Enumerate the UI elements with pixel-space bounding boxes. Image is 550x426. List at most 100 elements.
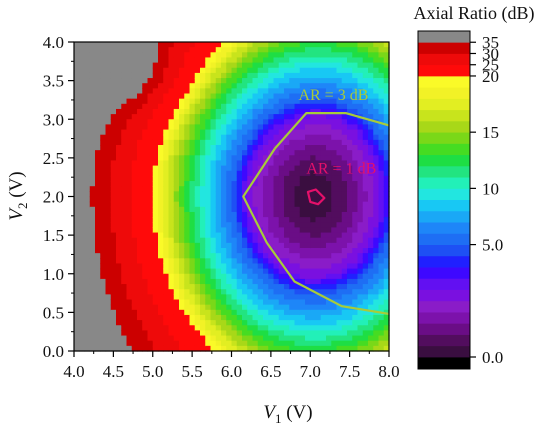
contour-cell (320, 222, 327, 228)
contour-cell (310, 278, 317, 285)
contour-cell (284, 83, 290, 89)
contour-cell (252, 253, 259, 259)
contour-cell (273, 263, 280, 270)
contour-cell (179, 103, 185, 110)
contour-cell (284, 248, 290, 254)
contour-cell (116, 186, 122, 192)
contour-cell (378, 258, 385, 265)
contour-cell (352, 150, 359, 156)
contour-cell (263, 206, 269, 213)
contour-cell (357, 273, 364, 280)
contour-cell (347, 294, 353, 301)
contour-cell (320, 52, 327, 59)
contour-cell (263, 196, 269, 203)
contour-cell (158, 232, 164, 239)
contour-cell (200, 72, 206, 79)
contour-cell (257, 155, 264, 162)
contour-cell (347, 42, 353, 48)
contour-cell (110, 253, 117, 259)
contour-cell (89, 268, 96, 275)
contour-cell (226, 227, 233, 234)
contour-cell (95, 67, 101, 74)
contour-cell (184, 134, 191, 141)
contour-cell (95, 119, 101, 125)
contour-cell (268, 98, 275, 105)
y-tick-label: 1.0 (43, 265, 64, 284)
contour-cell (158, 108, 164, 115)
contour-cell (74, 325, 80, 331)
contour-cell (357, 304, 364, 311)
contour-cell (347, 289, 353, 295)
contour-cell (116, 72, 122, 79)
contour-cell (315, 129, 322, 136)
contour-cell (95, 263, 101, 270)
contour-cell (221, 227, 227, 234)
contour-cell (315, 237, 322, 244)
contour-cell (221, 211, 227, 218)
contour-cell (210, 155, 217, 162)
contour-cell (368, 139, 374, 146)
contour-cell (84, 294, 91, 301)
contour-cell (305, 124, 311, 131)
contour-cell (305, 268, 311, 275)
contour-cell (131, 124, 138, 131)
contour-cell (362, 62, 369, 69)
contour-cell (242, 42, 248, 48)
contour-cell (226, 217, 233, 223)
contour-cell (378, 304, 385, 311)
contour-cell (226, 289, 233, 295)
contour-cell (147, 186, 154, 192)
contour-cell (79, 57, 86, 64)
contour-cell (74, 284, 80, 290)
contour-cell (168, 57, 175, 64)
contour-cell (152, 222, 159, 228)
contour-cell (131, 129, 138, 136)
contour-cell (105, 325, 112, 331)
contour-cell (189, 129, 196, 136)
contour-cell (305, 242, 311, 249)
contour-cell (315, 284, 322, 290)
contour-cell (221, 62, 227, 69)
contour-cell (289, 150, 296, 156)
contour-cell (368, 72, 374, 79)
contour-cell (368, 47, 374, 53)
contour-cell (352, 98, 359, 105)
contour-cell (95, 299, 101, 306)
contour-cell (289, 72, 296, 79)
contour-cell (236, 47, 243, 53)
contour-cell (126, 196, 133, 203)
contour-cell (89, 299, 96, 306)
y-tick-label: 3.0 (43, 110, 64, 129)
contour-cell (210, 72, 217, 79)
x-tick-label: 4.5 (103, 362, 124, 381)
contour-cell (200, 114, 206, 120)
contour-cell (110, 181, 117, 187)
contour-cell (336, 103, 343, 110)
contour-cell (231, 211, 238, 218)
contour-cell (200, 78, 206, 84)
contour-cell (242, 268, 248, 275)
contour-cell (373, 47, 380, 53)
contour-cell (163, 217, 170, 223)
contour-cell (357, 320, 364, 326)
contour-cell (215, 42, 222, 48)
contour-cell (158, 263, 164, 270)
contour-cell (168, 309, 175, 316)
contour-cell (89, 78, 96, 84)
contour-cell (126, 67, 133, 74)
contour-cell (278, 258, 285, 265)
contour-cell (74, 222, 80, 228)
contour-cell (215, 108, 222, 115)
contour-cell (95, 345, 101, 352)
contour-cell (173, 93, 180, 100)
contour-cell (131, 88, 138, 95)
contour-cell (242, 304, 248, 311)
contour-cell (347, 273, 353, 280)
contour-cell (305, 253, 311, 259)
contour-cell (284, 299, 290, 306)
contour-cell (189, 93, 196, 100)
contour-cell (105, 170, 112, 177)
contour-cell (200, 67, 206, 74)
contour-cell (137, 206, 143, 213)
